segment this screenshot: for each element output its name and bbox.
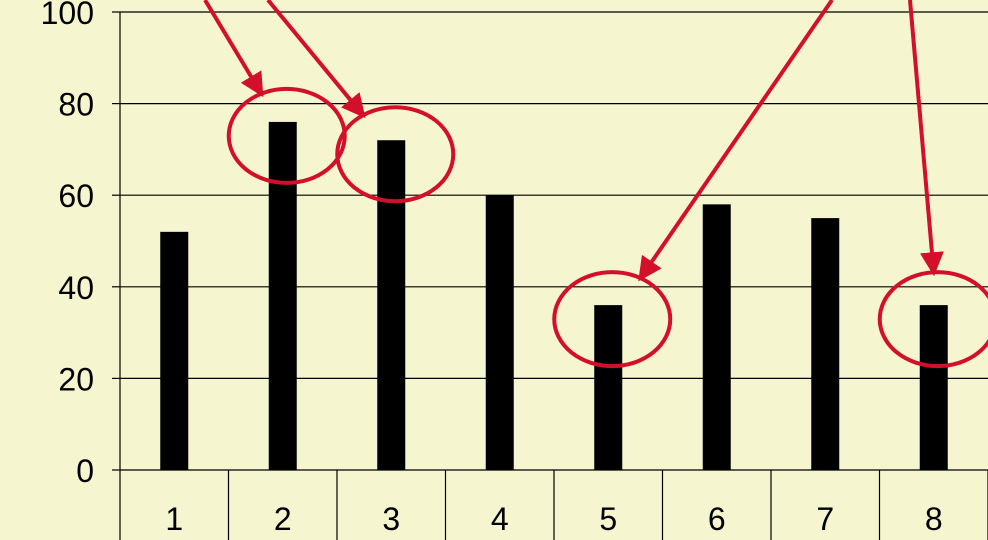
- gridlines: [120, 11, 988, 471]
- x-tick-label-5: 5: [599, 501, 617, 537]
- y-tick-label-40: 40: [58, 270, 94, 306]
- annotations: [203, 0, 988, 369]
- bar-7: [811, 218, 840, 470]
- x-tick-label-2: 2: [274, 501, 292, 537]
- bar-3: [377, 140, 406, 471]
- x-tick-label-8: 8: [925, 501, 943, 537]
- x-tick-label-6: 6: [708, 501, 726, 537]
- x-tick-label-3: 3: [382, 501, 400, 537]
- annotation-arrow-5: [638, 0, 834, 282]
- bar-8: [919, 305, 948, 470]
- x-tick-labels: 1 2 3 4 5 6 7 8: [165, 501, 942, 537]
- highlight-circle-3: [335, 105, 456, 204]
- highlight-circle-2: [226, 86, 347, 185]
- bar-6: [702, 204, 731, 471]
- x-tick-label-4: 4: [491, 501, 509, 537]
- bar-1: [160, 231, 189, 470]
- x-tick-label-7: 7: [816, 501, 834, 537]
- y-tick-label-100: 100: [41, 0, 94, 31]
- y-tick-label-80: 80: [58, 87, 94, 123]
- bars: [160, 121, 948, 471]
- bar-5: [594, 305, 623, 470]
- x-tick-label-1: 1: [165, 501, 183, 537]
- annotation-arrow-2: [203, 0, 264, 98]
- highlight-circle-5: [552, 270, 673, 369]
- y-tick-label-0: 0: [76, 453, 94, 489]
- bar-4: [485, 195, 514, 470]
- y-tick-labels: 0 20 40 60 80 100: [41, 0, 94, 489]
- annotation-arrow-3: [266, 0, 366, 119]
- axes: [112, 11, 988, 540]
- annotation-arrow-8: [908, 0, 944, 277]
- y-tick-label-20: 20: [58, 361, 94, 397]
- bar-2: [268, 121, 297, 471]
- y-tick-label-60: 60: [58, 178, 94, 214]
